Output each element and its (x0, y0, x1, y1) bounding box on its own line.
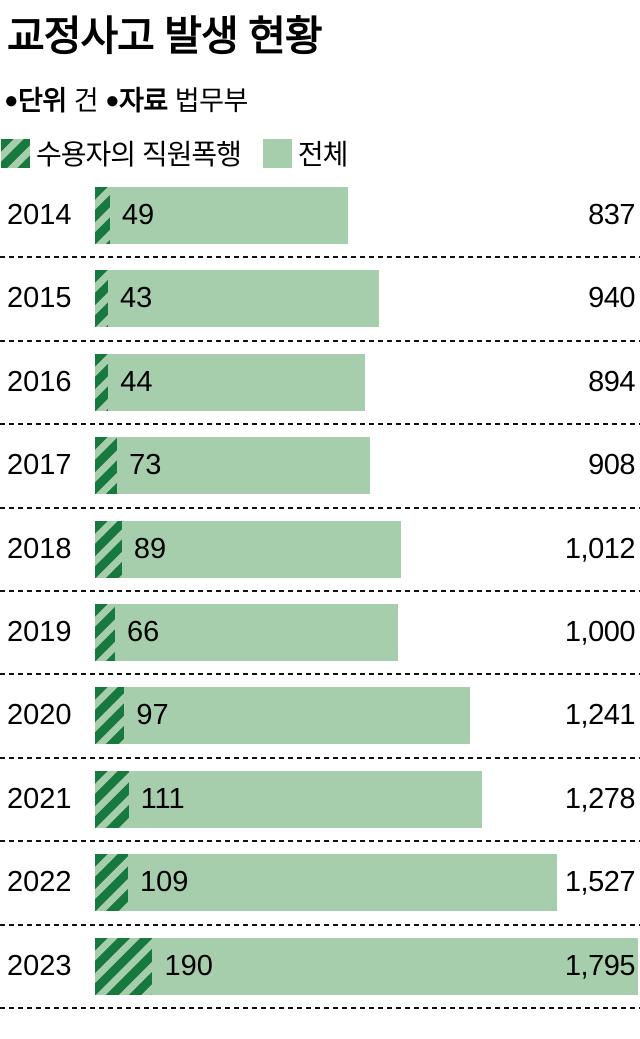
source-label: 자료 (119, 86, 168, 116)
bar-track: 109 1,527 (95, 854, 638, 912)
chart-row: 2023 190 1,795 (0, 926, 640, 1010)
chart-row: 2017 73 908 (0, 425, 640, 509)
assault-value-label: 111 (140, 782, 185, 815)
year-label: 2018 (7, 532, 72, 565)
year-label: 2015 (7, 282, 72, 315)
unit-value: 건 (73, 86, 99, 116)
assault-value-label: 44 (120, 365, 153, 398)
year-label: 2022 (7, 866, 72, 899)
assault-bar-striped (95, 770, 129, 828)
assault-bar-striped (95, 520, 122, 578)
total-value-label: 837 (588, 199, 635, 231)
chart-row: 2014 49 837 (0, 175, 640, 259)
assault-value-label: 97 (136, 699, 169, 732)
total-value-label: 894 (588, 365, 635, 398)
assault-value-label: 89 (133, 532, 167, 565)
bar-track: 190 1,795 (95, 937, 638, 995)
assault-value-label: 49 (121, 199, 155, 231)
chart-subtitle: ●단위 건 ●자료 법무부 (4, 79, 248, 118)
total-value-label: 1,000 (564, 615, 636, 648)
chart-row: 2018 89 1,012 (0, 509, 640, 593)
page-title: 교정사고 발생 현황 (7, 13, 323, 59)
assault-bar-striped (95, 270, 108, 328)
assault-value-label: 66 (126, 615, 160, 648)
total-bar (95, 187, 349, 244)
total-value-label: 1,241 (564, 699, 636, 732)
chart-row: 2021 111 1,278 (0, 759, 640, 843)
total-bar (95, 937, 638, 995)
total-bar (95, 603, 398, 661)
assault-bar-striped (95, 603, 115, 661)
year-label: 2014 (7, 199, 72, 231)
chart-row: 2020 97 1,241 (0, 675, 640, 760)
chart-row: 2016 44 894 (0, 342, 640, 426)
assault-bar-striped (95, 937, 153, 995)
chart-row: 2022 109 1,527 (0, 842, 640, 926)
total-bar (95, 353, 366, 411)
year-label: 2019 (7, 615, 72, 648)
bullet-icon: ● (105, 87, 120, 114)
total-bar (95, 770, 482, 828)
total-bar (95, 687, 471, 745)
total-bar (95, 854, 557, 912)
assault-bar-striped (95, 854, 128, 912)
legend-striped-label: 수용자의 직원폭행 (36, 139, 242, 170)
unit-label: 단위 (18, 86, 67, 116)
assault-value-label: 43 (120, 282, 153, 315)
total-bar (95, 437, 370, 495)
year-label: 2023 (7, 949, 72, 982)
year-label: 2017 (7, 449, 72, 482)
assault-value-label: 190 (164, 949, 213, 982)
assault-value-label: 73 (129, 449, 162, 482)
total-value-label: 908 (588, 449, 635, 482)
assault-bar-striped (95, 437, 118, 495)
legend-solid-label: 전체 (297, 139, 349, 170)
bullet-icon: ● (4, 87, 19, 114)
bar-chart: 2014 49 837 2015 43 940 2016 44 894 (0, 175, 640, 1010)
chart-row: 2015 43 940 (0, 258, 640, 343)
bar-track: 111 1,278 (95, 770, 638, 828)
bar-track: 49 837 (95, 187, 638, 244)
total-value-label: 1,527 (564, 866, 636, 899)
total-value-label: 1,012 (564, 532, 636, 565)
year-label: 2021 (7, 782, 72, 815)
total-bar (95, 270, 380, 328)
striped-swatch-icon (1, 138, 30, 168)
assault-bar-striped (95, 687, 125, 745)
total-value-label: 1,795 (564, 949, 636, 982)
assault-value-label: 109 (139, 866, 189, 899)
bar-track: 73 908 (95, 437, 638, 495)
bar-track: 44 894 (95, 353, 638, 411)
assault-bar-striped (95, 187, 110, 244)
year-label: 2016 (7, 365, 72, 398)
bar-track: 66 1,000 (95, 603, 638, 661)
solid-swatch-icon (262, 138, 292, 168)
total-value-label: 940 (588, 282, 635, 315)
year-label: 2020 (7, 699, 72, 732)
bar-track: 43 940 (95, 270, 638, 328)
source-value: 법무부 (174, 86, 249, 116)
bar-track: 89 1,012 (95, 520, 638, 578)
chart-legend: 수용자의 직원폭행 전체 (1, 133, 349, 173)
total-value-label: 1,278 (564, 782, 636, 815)
assault-bar-striped (95, 353, 109, 411)
chart-row: 2019 66 1,000 (0, 592, 640, 676)
bar-track: 97 1,241 (95, 687, 638, 745)
total-bar (95, 520, 402, 578)
